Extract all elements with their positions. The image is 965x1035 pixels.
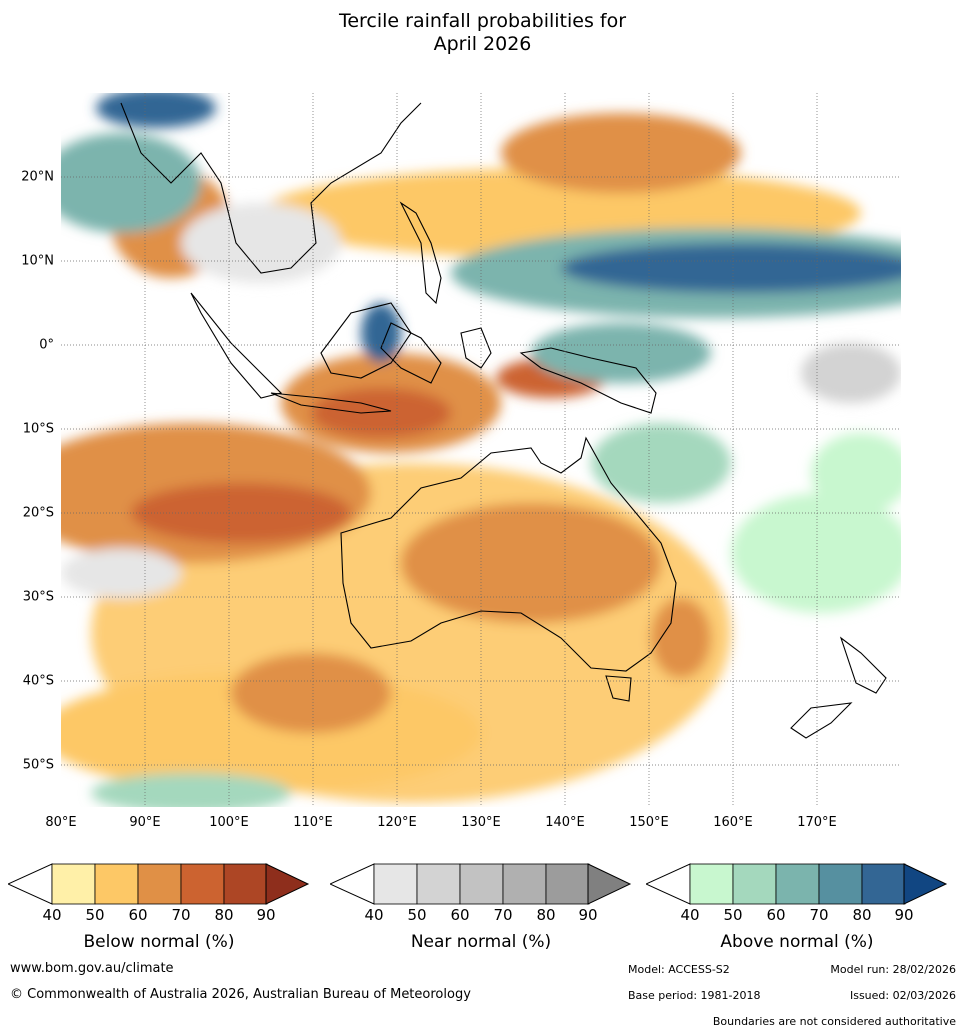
colorbar-swatch [51, 863, 96, 905]
x-tick-label: 130°E [461, 815, 501, 830]
x-tick-label: 80°E [45, 815, 77, 830]
x-tick-label: 150°E [629, 815, 669, 830]
coastlines [120, 102, 887, 739]
colorbar-tick: 50 [85, 906, 105, 924]
rainfall-probability-map [61, 93, 901, 807]
issued-date: Issued: 02/03/2026 [849, 989, 956, 1002]
x-tick-label: 160°E [713, 815, 753, 830]
colorbar-above-normal [646, 863, 948, 905]
colorbar-tick: 70 [809, 906, 829, 924]
x-tick-label: 140°E [545, 815, 585, 830]
graticule [61, 93, 901, 807]
colorbar-tick: 50 [407, 906, 427, 924]
colorbar-tick: 40 [680, 906, 700, 924]
colorbar-tick: 50 [723, 906, 743, 924]
y-tick-label: 0° [39, 337, 54, 353]
colorbar-tick: 90 [894, 906, 914, 924]
x-tick-label: 90°E [129, 815, 161, 830]
colorbar-swatch [459, 863, 504, 905]
y-tick-label: 20°S [22, 505, 54, 521]
colorbar-swatch [373, 863, 418, 905]
colorbar-swatch [502, 863, 547, 905]
y-tick-label: 40°S [22, 673, 54, 689]
colorbar-title-above: Above normal (%) [720, 932, 874, 952]
colorbar-swatches [373, 863, 590, 905]
x-tick-label: 120°E [377, 815, 417, 830]
colorbar-swatch [416, 863, 461, 905]
x-tick-label: 100°E [209, 815, 249, 830]
colorbar-swatch [223, 863, 268, 905]
y-tick-label: 20°N [21, 169, 54, 185]
colorbar-arrow-left [330, 863, 375, 905]
colorbar-tick: 40 [42, 906, 62, 924]
colorbar-swatch [137, 863, 182, 905]
colorbar-below-normal [8, 863, 310, 905]
colorbar-swatches [689, 863, 906, 905]
model-name: Model: ACCESS-S2 [628, 963, 730, 976]
colorbar-swatch [732, 863, 777, 905]
colorbar-swatches [51, 863, 268, 905]
y-tick-label: 50°S [22, 757, 54, 773]
title-line-1: Tercile rainfall probabilities for [338, 10, 627, 32]
colorbar-tick: 60 [766, 906, 786, 924]
colorbar-tick: 90 [578, 906, 598, 924]
colorbar-near-normal [330, 863, 632, 905]
colorbar-tick: 40 [364, 906, 384, 924]
colorbar-tick: 70 [171, 906, 191, 924]
website-link[interactable]: www.bom.gov.au/climate [10, 961, 174, 976]
x-tick-label: 110°E [293, 815, 333, 830]
map-title: Tercile rainfall probabilities for April… [0, 10, 965, 56]
model-run-date: Model run: 28/02/2026 [830, 963, 956, 976]
colorbar-title-below: Below normal (%) [83, 932, 235, 952]
colorbar-title-near: Near normal (%) [410, 932, 552, 952]
y-tick-label: 10°S [22, 421, 54, 437]
title-line-2: April 2026 [433, 33, 532, 55]
probability-field [61, 93, 901, 807]
colorbar-tick: 80 [852, 906, 872, 924]
colorbar-swatch [545, 863, 590, 905]
x-tick-label: 170°E [797, 815, 837, 830]
colorbar-tick: 90 [256, 906, 276, 924]
colorbar-tick: 60 [128, 906, 148, 924]
colorbar-arrow-right [903, 863, 948, 905]
y-tick-label: 10°N [21, 253, 54, 269]
base-period: Base period: 1981-2018 [628, 989, 761, 1002]
colorbar-arrow-right [587, 863, 632, 905]
boundary-disclaimer: Boundaries are not considered authoritat… [712, 1015, 956, 1028]
colorbar-tick: 60 [450, 906, 470, 924]
colorbar-arrow-left [8, 863, 53, 905]
colorbar-arrow-right [265, 863, 310, 905]
colorbar-swatch [689, 863, 734, 905]
colorbar-swatch [861, 863, 906, 905]
colorbar-swatch [94, 863, 139, 905]
colorbar-tick: 70 [493, 906, 513, 924]
colorbar-swatch [818, 863, 863, 905]
y-tick-label: 30°S [22, 589, 54, 605]
colorbar-tick: 80 [214, 906, 234, 924]
colorbar-tick: 80 [536, 906, 556, 924]
colorbar-swatch [775, 863, 820, 905]
colorbar-arrow-left [646, 863, 691, 905]
colorbar-swatch [180, 863, 225, 905]
copyright-text: © Commonwealth of Australia 2026, Austra… [10, 987, 471, 1002]
